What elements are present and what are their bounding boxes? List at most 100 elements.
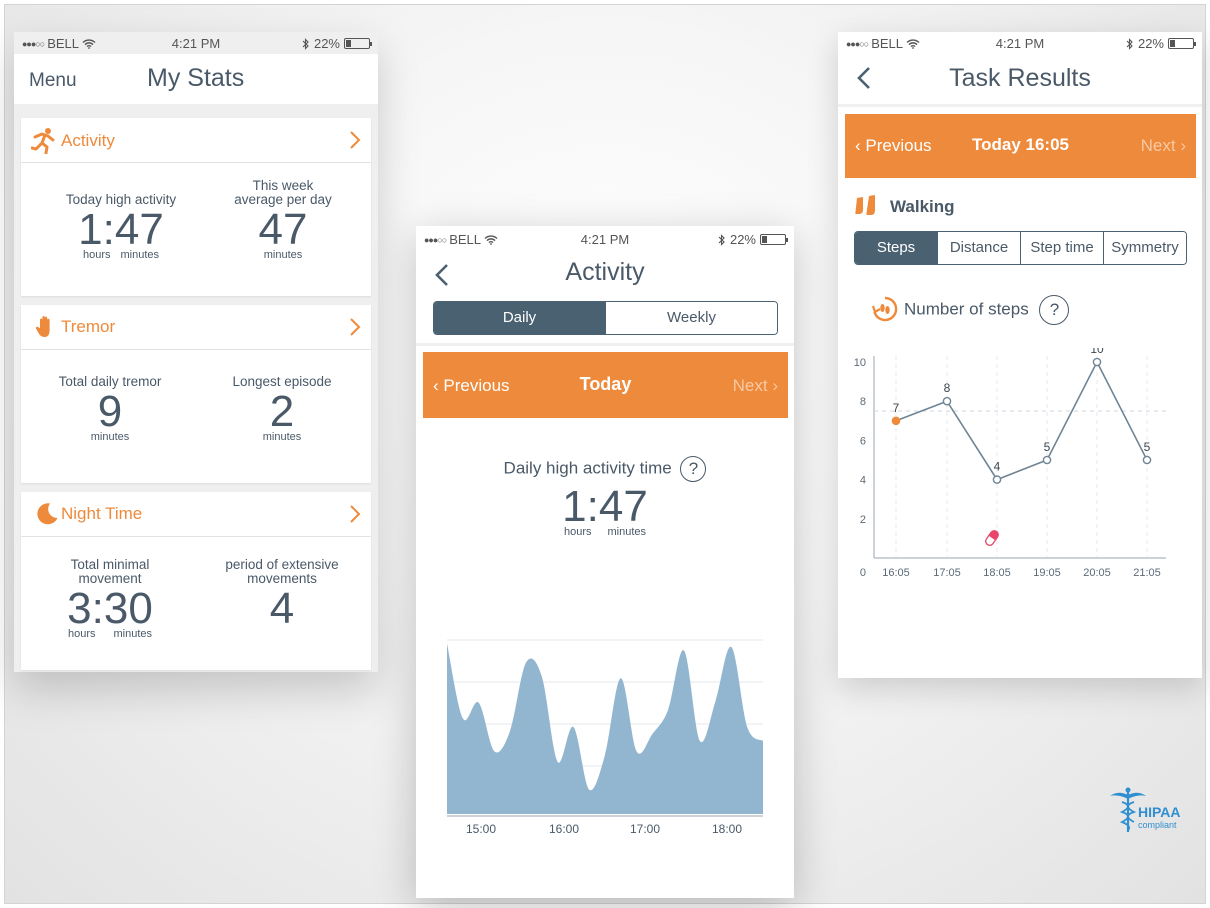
previous-button[interactable]: ‹ Previous — [855, 136, 932, 155]
data-point[interactable] — [1042, 455, 1052, 465]
total-daily-tremor: Total daily tremor 9 minutes — [21, 374, 199, 444]
running-person-icon — [31, 128, 55, 154]
data-point[interactable] — [942, 396, 952, 406]
unit-minutes: minutes — [607, 526, 647, 538]
next-button[interactable]: Next › — [732, 376, 778, 395]
caption-line1: Total minimal — [70, 557, 150, 572]
wifi-icon — [906, 38, 920, 49]
metric-value: 1:47 — [562, 482, 648, 531]
compliant-label: compliant — [1138, 820, 1177, 830]
status-bar: ●●●○○ BELL 4:21 PM 22% — [14, 32, 378, 54]
menu-button[interactable]: Menu — [29, 70, 77, 91]
value: 2 — [269, 387, 295, 436]
data-point[interactable] — [891, 416, 901, 426]
battery-percent: 22% — [313, 36, 340, 51]
unit: minutes — [90, 431, 130, 443]
moon-icon — [37, 503, 58, 525]
status-bar: ●●●○○ BELL 4:21 PM 22% — [416, 228, 794, 250]
x-tick-label: 17:00 — [630, 822, 660, 836]
data-label: 5 — [1144, 440, 1151, 454]
y-tick-label: 4 — [860, 475, 866, 487]
tab-weekly[interactable]: Weekly — [605, 302, 777, 334]
next-button[interactable]: Next › — [1140, 136, 1186, 155]
period-segmented-control: Daily Weekly — [433, 301, 778, 335]
task-results-screen: ●●●○○ BELL 4:21 PM 22% Task Results ‹ Pre… — [838, 32, 1202, 678]
hipaa-badge: HIPAA compliant — [1108, 786, 1181, 836]
status-time: 4:21 PM — [171, 36, 221, 51]
divider — [416, 343, 794, 346]
x-tick-label: 19:05 — [1033, 567, 1061, 579]
activity-area — [447, 643, 763, 814]
caption-line2: movements — [247, 571, 317, 586]
x-tick-label: 20:05 — [1083, 567, 1111, 579]
tab-steps[interactable]: Steps — [855, 232, 937, 264]
value: 9 — [97, 387, 123, 436]
data-point[interactable] — [1092, 357, 1102, 367]
steps-line-chart: 0 2 4 6 8 10 7 8 4 5 10 5 16:05 17:05 18:05 19:05 20:0… — [854, 348, 1166, 579]
carrier-label: BELL — [47, 36, 79, 51]
next-label: Next — [1140, 136, 1176, 155]
x-tick-label: 16:05 — [882, 567, 910, 579]
data-point[interactable] — [1142, 455, 1152, 465]
activity-area-chart: 15:00 16:00 17:00 18:00 — [447, 639, 763, 836]
caption: Today high activity — [65, 192, 177, 207]
period-title: Today 16:05 — [971, 135, 1069, 154]
previous-button[interactable]: ‹ Previous — [433, 376, 510, 395]
x-tick-label: 18:05 — [983, 567, 1011, 579]
battery-icon — [344, 38, 372, 49]
battery-percent: 22% — [1137, 36, 1164, 51]
divider — [838, 104, 1202, 107]
tab-symmetry[interactable]: Symmetry — [1103, 232, 1186, 264]
status-time: 4:21 PM — [580, 232, 630, 247]
unit-minutes: minutes — [113, 628, 153, 640]
tremor-card[interactable]: Tremor Total daily tremor 9 minutes Long… — [21, 305, 371, 483]
night-time-card[interactable]: Night Time Total minimal movement 3:30 h… — [21, 492, 371, 670]
navbar: Menu My Stats — [14, 54, 378, 104]
medication-pill-icon — [985, 530, 999, 546]
back-arrow-icon[interactable] — [434, 263, 450, 287]
activity-screen: ●●●○○ BELL 4:21 PM 22% Activity Daily Wee… — [416, 226, 794, 898]
data-label: 10 — [1090, 348, 1104, 356]
chart-label: Number of steps — [904, 299, 1029, 319]
caption-line1: period of extensive — [225, 557, 339, 572]
week-average: This week average per day 47 minutes — [201, 179, 365, 262]
y-tick-label: 6 — [860, 435, 866, 447]
bluetooth-icon — [302, 37, 309, 50]
signal-icon: ●●●○○ — [846, 38, 869, 49]
previous-label: Previous — [443, 376, 510, 395]
data-point[interactable] — [992, 475, 1002, 484]
value: 3:30 — [67, 584, 153, 633]
chart-header: Number of steps ? — [904, 295, 1070, 325]
task-label: Walking — [890, 197, 955, 216]
tab-step-time[interactable]: Step time — [1020, 232, 1103, 264]
signal-icon: ●●●○○ — [424, 234, 447, 245]
back-arrow-icon[interactable] — [856, 66, 872, 90]
value: 4 — [269, 584, 295, 633]
bluetooth-icon — [718, 233, 725, 246]
data-label: 7 — [893, 401, 900, 415]
activity-card-label: Activity — [61, 131, 115, 150]
carrier-label: BELL — [449, 232, 481, 247]
longest-episode: Longest episode 2 minutes — [199, 374, 365, 444]
x-tick-label: 21:05 — [1133, 567, 1161, 579]
page-title: Task Results — [949, 64, 1091, 92]
previous-label: Previous — [865, 136, 932, 155]
x-tick-label: 17:05 — [933, 567, 961, 579]
x-tick-label: 15:00 — [466, 822, 496, 836]
caption: Total daily tremor — [58, 374, 162, 389]
steps-counter-icon — [872, 296, 898, 322]
battery-percent: 22% — [729, 232, 756, 247]
caption: Longest episode — [232, 374, 332, 389]
my-stats-screen: ●●●○○ BELL 4:21 PM 22% Menu My Stats Acti… — [14, 32, 378, 672]
value: 1:47 — [78, 205, 164, 254]
carrier-label: BELL — [871, 36, 903, 51]
tab-daily[interactable]: Daily — [434, 302, 605, 334]
chevron-right-icon — [350, 318, 361, 336]
tab-distance[interactable]: Distance — [937, 232, 1020, 264]
wifi-icon — [484, 234, 498, 245]
footprints-icon — [855, 195, 875, 215]
help-icon[interactable]: ? — [1039, 295, 1070, 325]
help-icon[interactable]: ? — [680, 456, 707, 482]
activity-card[interactable]: Activity Today high activity 1:47 hours m… — [21, 118, 371, 296]
today-high-activity: Today high activity 1:47 hours minutes — [31, 192, 211, 262]
